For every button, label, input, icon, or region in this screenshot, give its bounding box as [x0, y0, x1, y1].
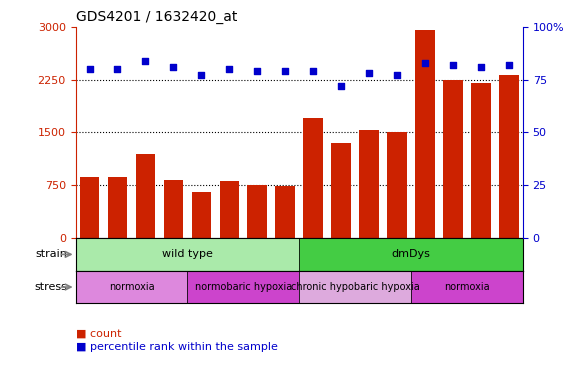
Bar	[443, 80, 463, 238]
Point	[113, 66, 122, 72]
Bar	[331, 143, 351, 238]
Text: stress: stress	[34, 282, 67, 292]
Text: ■ count: ■ count	[76, 328, 121, 338]
Point	[309, 68, 318, 74]
Text: ■ percentile rank within the sample: ■ percentile rank within the sample	[76, 342, 277, 352]
Bar	[220, 181, 239, 238]
Point	[197, 73, 206, 79]
Text: normobaric hypoxia: normobaric hypoxia	[195, 282, 292, 292]
Point	[225, 66, 234, 72]
Bar	[76, 238, 299, 271]
Bar	[299, 238, 523, 271]
Text: chronic hypobaric hypoxia: chronic hypobaric hypoxia	[290, 282, 419, 292]
Bar	[499, 75, 519, 238]
Bar	[248, 185, 267, 238]
Point	[253, 68, 262, 74]
Bar	[388, 132, 407, 238]
Point	[476, 64, 486, 70]
Text: GDS4201 / 1632420_at: GDS4201 / 1632420_at	[76, 10, 237, 25]
Point	[85, 66, 94, 72]
Bar	[303, 118, 323, 238]
Bar	[299, 271, 411, 303]
Bar	[192, 192, 211, 238]
Bar	[80, 177, 99, 238]
Text: strain: strain	[35, 249, 67, 260]
Bar	[135, 154, 155, 238]
Point	[281, 68, 290, 74]
Point	[364, 70, 374, 76]
Text: wild type: wild type	[162, 249, 213, 260]
Bar	[187, 271, 299, 303]
Bar	[415, 30, 435, 238]
Text: dmDys: dmDys	[392, 249, 431, 260]
Bar	[471, 83, 491, 238]
Point	[421, 60, 430, 66]
Point	[336, 83, 346, 89]
Bar	[76, 271, 187, 303]
Bar	[164, 180, 183, 238]
Bar	[275, 186, 295, 238]
Bar	[359, 130, 379, 238]
Point	[504, 62, 514, 68]
Point	[168, 64, 178, 70]
Text: normoxia: normoxia	[109, 282, 155, 292]
Bar	[107, 177, 127, 238]
Bar	[411, 271, 523, 303]
Point	[392, 73, 401, 79]
Text: normoxia: normoxia	[444, 282, 490, 292]
Point	[449, 62, 458, 68]
Point	[141, 58, 150, 64]
